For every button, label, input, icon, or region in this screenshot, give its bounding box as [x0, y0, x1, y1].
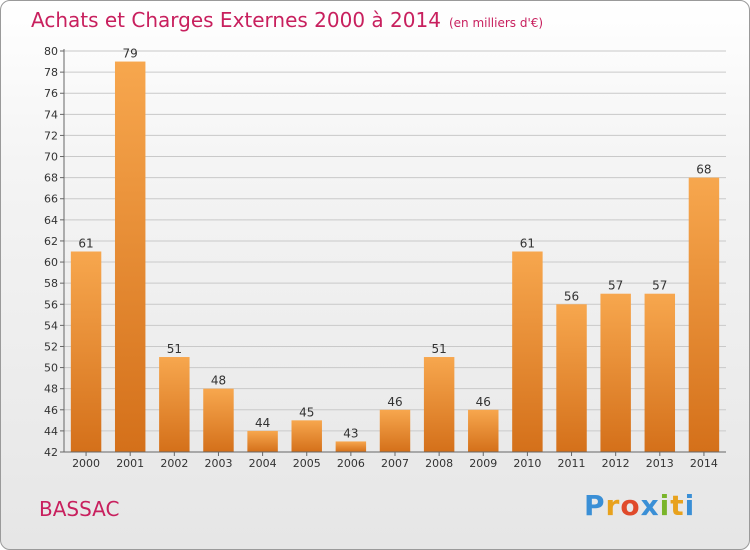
- x-tick-label: 2005: [293, 457, 321, 470]
- bar: [556, 304, 587, 452]
- bar: [468, 409, 499, 452]
- data-label: 48: [211, 374, 226, 388]
- data-label: 61: [78, 237, 93, 251]
- data-label: 45: [299, 405, 314, 419]
- y-tick-label: 60: [44, 256, 58, 269]
- bar: [379, 409, 411, 452]
- logo-letter: r: [605, 489, 621, 522]
- data-label: 79: [123, 47, 138, 61]
- y-tick-label: 46: [44, 404, 58, 417]
- y-tick-label: 42: [44, 446, 58, 459]
- y-tick-label: 78: [44, 66, 58, 79]
- y-tick-label: 72: [44, 129, 58, 142]
- y-tick-label: 74: [44, 108, 58, 121]
- bars: 61 79 51 48 44 45 43 46 51 46 61 56 57 57 68: [70, 47, 720, 452]
- title-text: Achats et Charges Externes 2000 à 2014: [31, 8, 441, 32]
- x-tick-label: 2011: [558, 457, 586, 470]
- data-label: 68: [696, 163, 711, 177]
- x-tick-label: 2010: [513, 457, 541, 470]
- bar: [512, 251, 543, 452]
- x-tick-label: 2006: [337, 457, 365, 470]
- logo-letter: i: [684, 489, 696, 522]
- commune-name: BASSAC: [39, 497, 120, 521]
- proxiti-logo: Proxiti: [584, 489, 695, 522]
- logo-letter: o: [620, 489, 641, 522]
- logo-letter: i: [659, 489, 671, 522]
- data-label: 61: [520, 237, 535, 251]
- bar: [291, 420, 322, 452]
- bar: [644, 293, 676, 452]
- y-tick-label: 58: [44, 277, 58, 290]
- bar: [114, 61, 146, 452]
- data-label: 57: [652, 279, 667, 293]
- y-tick-label: 70: [44, 151, 58, 164]
- unit-label: (en milliers d'€): [448, 16, 544, 30]
- bar: [600, 293, 631, 452]
- y-tick-label: 64: [44, 214, 58, 227]
- data-label: 51: [431, 342, 446, 356]
- y-tick-label: 48: [44, 383, 58, 396]
- bar: [159, 357, 190, 452]
- bar: [247, 430, 278, 452]
- bar: [70, 251, 102, 452]
- logo-letter: P: [584, 489, 606, 522]
- x-tick-label: 2002: [160, 457, 188, 470]
- y-tick-label: 76: [44, 87, 58, 100]
- y-tick-label: 56: [44, 298, 58, 311]
- y-tick-label: 44: [44, 425, 58, 438]
- x-tick-label: 2012: [602, 457, 630, 470]
- bar: [423, 357, 455, 452]
- y-tick-label: 68: [44, 172, 58, 185]
- x-tick-label: 2009: [469, 457, 497, 470]
- logo-letter: x: [640, 489, 660, 522]
- x-tick-label: 2000: [72, 457, 100, 470]
- bar: [335, 441, 367, 452]
- x-tick-label: 2003: [204, 457, 232, 470]
- data-label: 57: [608, 279, 623, 293]
- y-tick-label: 80: [44, 45, 58, 58]
- data-label: 43: [343, 426, 358, 440]
- data-label: 46: [387, 395, 402, 409]
- data-label: 56: [564, 289, 579, 303]
- data-label: 46: [476, 395, 491, 409]
- data-label: 51: [167, 342, 182, 356]
- y-tick-label: 62: [44, 235, 58, 248]
- axes: 42 44 46 48 50 52 54 56 58 60 62 64 66 68 70 72 74 76 78 80…: [44, 45, 726, 470]
- chart-title: Achats et Charges Externes 2000 à 2014 (e…: [31, 8, 543, 32]
- x-tick-label: 2014: [690, 457, 718, 470]
- x-tick-label: 2008: [425, 457, 453, 470]
- x-tick-label: 2004: [249, 457, 277, 470]
- y-tick-label: 52: [44, 340, 58, 353]
- y-tick-label: 54: [44, 319, 58, 332]
- bar: [688, 177, 720, 452]
- data-label: 44: [255, 416, 270, 430]
- x-tick-label: 2013: [646, 457, 674, 470]
- bar: [203, 388, 234, 452]
- logo-letter: t: [670, 489, 685, 522]
- x-tick-label: 2007: [381, 457, 409, 470]
- y-tick-label: 66: [44, 193, 58, 206]
- x-tick-label: 2001: [116, 457, 144, 470]
- y-tick-label: 50: [44, 362, 58, 375]
